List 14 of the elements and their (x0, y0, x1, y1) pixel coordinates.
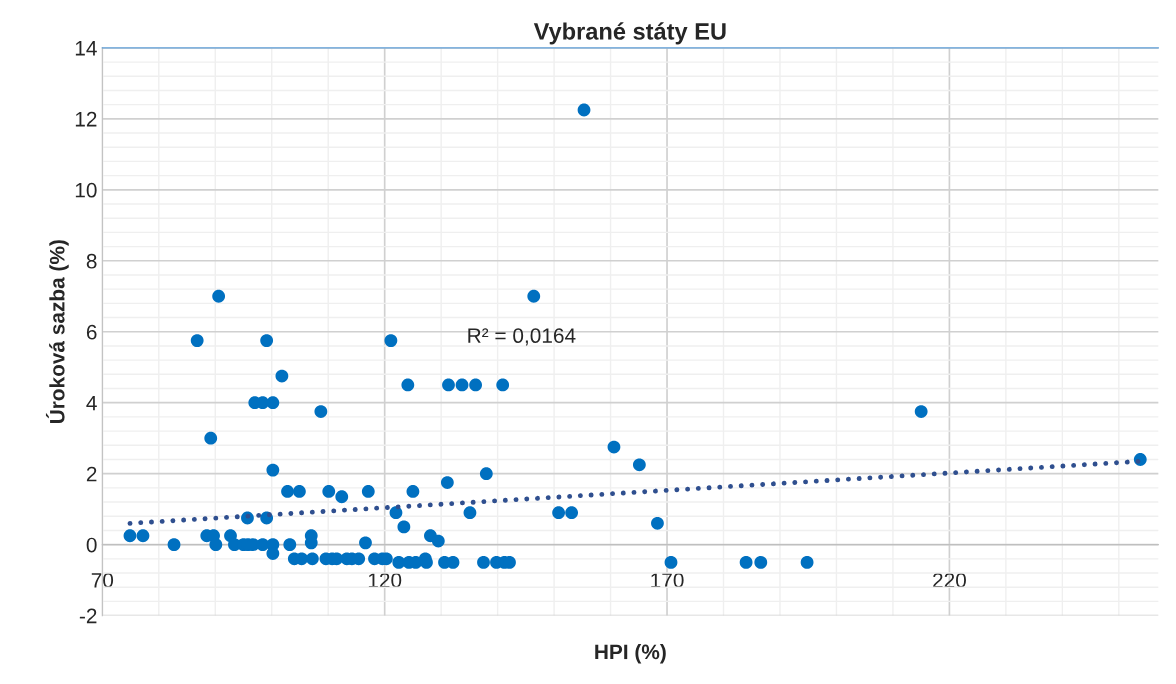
y-tick-label: 4 (86, 395, 97, 411)
x-tick-label: 70 (91, 572, 114, 588)
y-tick-label: 2 (86, 466, 97, 482)
y-tick-label: -2 (79, 608, 97, 624)
y-tick-label: 0 (86, 537, 97, 553)
chart-title: Vybrané státy EU (533, 22, 726, 45)
y-tick-label: 12 (75, 111, 97, 127)
y-tick-label: 14 (75, 41, 97, 56)
y-axis-title: Úroková sazba (%) (45, 240, 69, 424)
x-axis-title: HPI (%) (595, 643, 666, 664)
y-tick-label: 6 (86, 324, 97, 340)
annotation: R² = 0,0164 (468, 328, 576, 346)
y-tick-label: 10 (75, 182, 97, 198)
y-tick-label: 8 (86, 253, 97, 269)
